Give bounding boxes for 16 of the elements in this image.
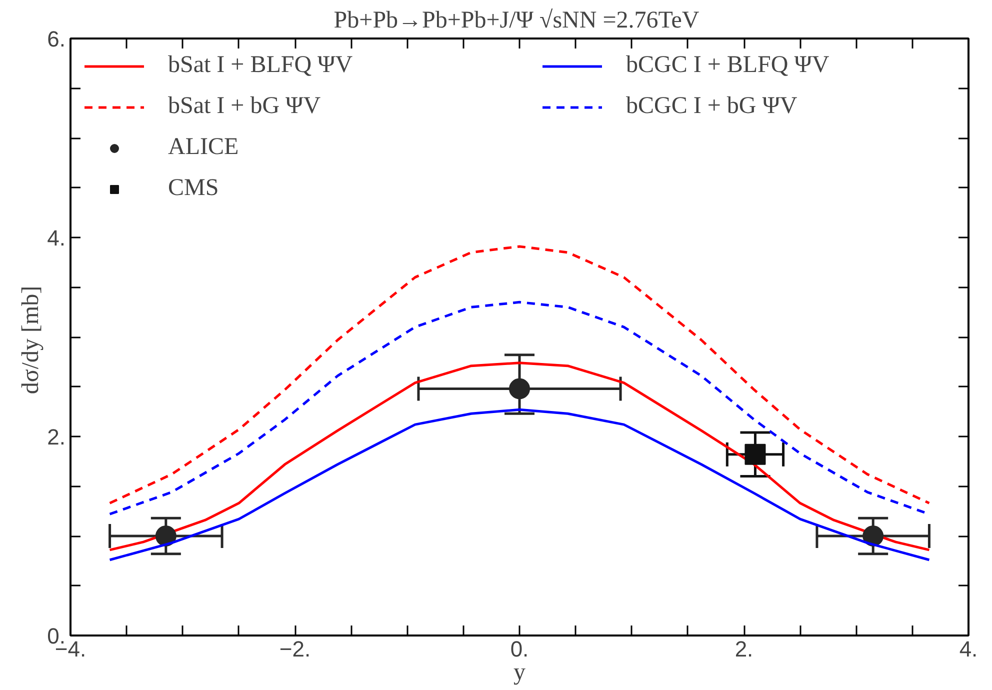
legend-label: ALICE — [168, 134, 240, 161]
legend-label: bSat I + BLFQ ΨV — [168, 52, 354, 79]
x-tick-label: 0. — [510, 636, 529, 662]
y-tick-label: 4. — [47, 226, 66, 250]
legend-label: bCGC I + bG ΨV — [626, 93, 798, 120]
y-tick-label: 2. — [47, 424, 66, 450]
legend-label: bSat I + bG ΨV — [168, 93, 322, 120]
chart-title: Pb+Pb→Pb+Pb+J/Ψ √sNN =2.76TeV — [334, 8, 700, 34]
legend-label: CMS — [168, 175, 220, 202]
legend-label: bCGC I + BLFQ ΨV — [626, 52, 830, 79]
y-tick-label: 6. — [47, 26, 66, 52]
y-axis-title: dσ/dy [mb] — [18, 286, 44, 394]
x-tick-label: −2. — [279, 636, 311, 662]
x-axis-title: y — [514, 660, 526, 686]
x-tick-label: 2. — [734, 636, 754, 662]
x-tick-label: 4. — [959, 636, 978, 662]
